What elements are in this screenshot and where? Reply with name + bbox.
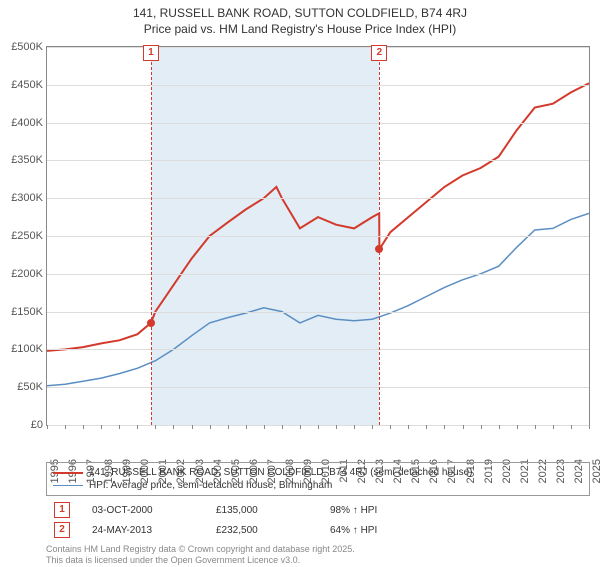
x-tick-mark	[336, 425, 337, 429]
legend-item: HPI: Average price, semi-detached house,…	[53, 479, 583, 492]
title-line2: Price paid vs. HM Land Registry's House …	[0, 22, 600, 38]
y-tick-label: £250K	[11, 230, 47, 242]
y-tick-label: £350K	[11, 154, 47, 166]
y-tick-label: £500K	[11, 41, 47, 53]
legend-swatch	[53, 472, 83, 474]
y-tick-label: £200K	[11, 268, 47, 280]
x-tick-mark	[571, 425, 572, 429]
x-tick-mark	[173, 425, 174, 429]
title-line1: 141, RUSSELL BANK ROAD, SUTTON COLDFIELD…	[0, 6, 600, 22]
y-tick-label: £100K	[11, 343, 47, 355]
gridline-h	[47, 47, 589, 48]
x-tick-mark	[101, 425, 102, 429]
y-tick-label: £300K	[11, 192, 47, 204]
legend-label: HPI: Average price, semi-detached house,…	[89, 479, 332, 492]
x-tick-mark	[390, 425, 391, 429]
x-tick-mark	[318, 425, 319, 429]
copyright-line2: This data is licensed under the Open Gov…	[46, 555, 590, 566]
x-tick-mark	[481, 425, 482, 429]
x-tick-mark	[246, 425, 247, 429]
x-tick-mark	[300, 425, 301, 429]
x-tick-mark	[192, 425, 193, 429]
x-tick-mark	[589, 425, 590, 429]
x-tick-mark	[264, 425, 265, 429]
y-tick-label: £150K	[11, 306, 47, 318]
series-hpi	[47, 213, 589, 385]
chart-title: 141, RUSSELL BANK ROAD, SUTTON COLDFIELD…	[0, 0, 600, 37]
chart-plot-area: £0£50K£100K£150K£200K£250K£300K£350K£400…	[46, 46, 590, 426]
x-tick-mark	[463, 425, 464, 429]
x-tick-mark	[553, 425, 554, 429]
footer-cell-price: £135,000	[216, 505, 316, 516]
marker-dot	[147, 319, 155, 327]
x-tick-mark	[65, 425, 66, 429]
gridline-h	[47, 349, 589, 350]
footer-cell-pct: 64% ↑ HPI	[330, 525, 450, 536]
x-tick-mark	[83, 425, 84, 429]
x-tick-mark	[47, 425, 48, 429]
marker-line	[151, 47, 152, 425]
x-tick-mark	[137, 425, 138, 429]
footer-cell-date: 03-OCT-2000	[92, 505, 202, 516]
x-tick-mark	[444, 425, 445, 429]
footer-marker: 1	[54, 502, 70, 518]
x-tick-mark	[282, 425, 283, 429]
footer-marker: 2	[54, 522, 70, 538]
x-tick-mark	[517, 425, 518, 429]
gridline-h	[47, 274, 589, 275]
x-tick-mark	[119, 425, 120, 429]
x-tick-mark	[372, 425, 373, 429]
x-tick-mark	[155, 425, 156, 429]
transactions-table: 1 03-OCT-2000 £135,000 98% ↑ HPI 2 24-MAY-201…	[54, 502, 590, 538]
footer-cell-price: £232,500	[216, 525, 316, 536]
x-tick-label: 2025	[589, 459, 600, 483]
marker-flag-2: 2	[371, 45, 387, 61]
marker-line	[379, 47, 380, 425]
copyright: Contains HM Land Registry data © Crown c…	[46, 544, 590, 567]
footer-cell-pct: 98% ↑ HPI	[330, 505, 450, 516]
x-tick-mark	[228, 425, 229, 429]
y-tick-label: £0	[31, 419, 47, 431]
marker-flag-1: 1	[143, 45, 159, 61]
gridline-h	[47, 198, 589, 199]
x-tick-mark	[499, 425, 500, 429]
x-tick-mark	[408, 425, 409, 429]
y-tick-label: £450K	[11, 79, 47, 91]
gridline-h	[47, 312, 589, 313]
y-tick-label: £50K	[17, 381, 47, 393]
x-tick-mark	[426, 425, 427, 429]
gridline-h	[47, 123, 589, 124]
legend-swatch	[53, 485, 83, 486]
footer-cell-date: 24-MAY-2013	[92, 525, 202, 536]
gridline-h	[47, 160, 589, 161]
x-tick-mark	[535, 425, 536, 429]
gridline-h	[47, 387, 589, 388]
x-tick-mark	[354, 425, 355, 429]
gridline-h	[47, 85, 589, 86]
copyright-line1: Contains HM Land Registry data © Crown c…	[46, 544, 590, 555]
gridline-h	[47, 236, 589, 237]
legend-item: 141, RUSSELL BANK ROAD, SUTTON COLDFIELD…	[53, 466, 583, 479]
legend: 141, RUSSELL BANK ROAD, SUTTON COLDFIELD…	[46, 462, 590, 496]
y-tick-label: £400K	[11, 117, 47, 129]
legend-label: 141, RUSSELL BANK ROAD, SUTTON COLDFIELD…	[89, 466, 472, 479]
marker-dot	[375, 245, 383, 253]
x-tick-mark	[210, 425, 211, 429]
